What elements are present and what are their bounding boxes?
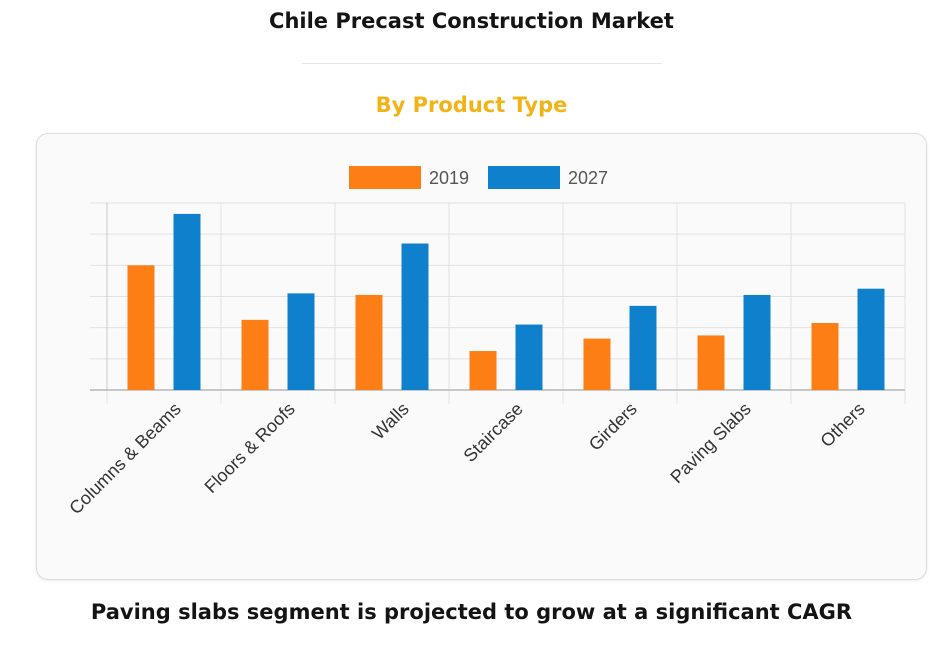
bar-2027-others — [857, 288, 885, 390]
bar-2027-paving-slabs — [743, 294, 771, 390]
x-tick-label: Floors & Roofs — [201, 399, 299, 497]
bar-2019-staircase — [469, 351, 497, 390]
x-tick-label: Paving Slabs — [666, 399, 754, 487]
x-tick-label: Walls — [368, 399, 413, 444]
bar-2027-walls — [401, 243, 429, 390]
bar-chart: Columns & Beams Floors & Roofs Walls Stairc… — [65, 166, 906, 519]
legend-swatch-2027 — [488, 166, 560, 189]
x-tick-label: Girders — [585, 399, 641, 455]
page-title: Chile Precast Construction Market — [269, 9, 674, 33]
x-tick-label: Columns & Beams — [65, 399, 185, 519]
legend-label-2019: 2019 — [429, 168, 469, 188]
chart-subtitle: By Product Type — [375, 93, 568, 117]
chart-card: Columns & Beams Floors & Roofs Walls Stairc… — [36, 133, 927, 580]
bar-2027-floors-roofs — [287, 293, 315, 390]
x-tick-label: Others — [816, 399, 868, 451]
bar-2027-girders — [629, 305, 657, 390]
bar-2019-columns-beams — [127, 265, 155, 390]
bar-2019-paving-slabs — [697, 335, 725, 390]
bar-2027-staircase — [515, 324, 543, 390]
bar-2019-girders — [583, 338, 611, 390]
legend-swatch-2019 — [349, 166, 421, 189]
bar-2019-walls — [355, 294, 383, 390]
chart-caption: Paving slabs segment is projected to gro… — [90, 600, 853, 624]
x-tick-label: Staircase — [460, 399, 527, 466]
bar-2019-floors-roofs — [241, 319, 269, 390]
bar-2019-others — [811, 322, 839, 390]
title-divider — [302, 63, 662, 64]
bar-2027-columns-beams — [173, 213, 201, 390]
legend-label-2027: 2027 — [568, 168, 608, 188]
